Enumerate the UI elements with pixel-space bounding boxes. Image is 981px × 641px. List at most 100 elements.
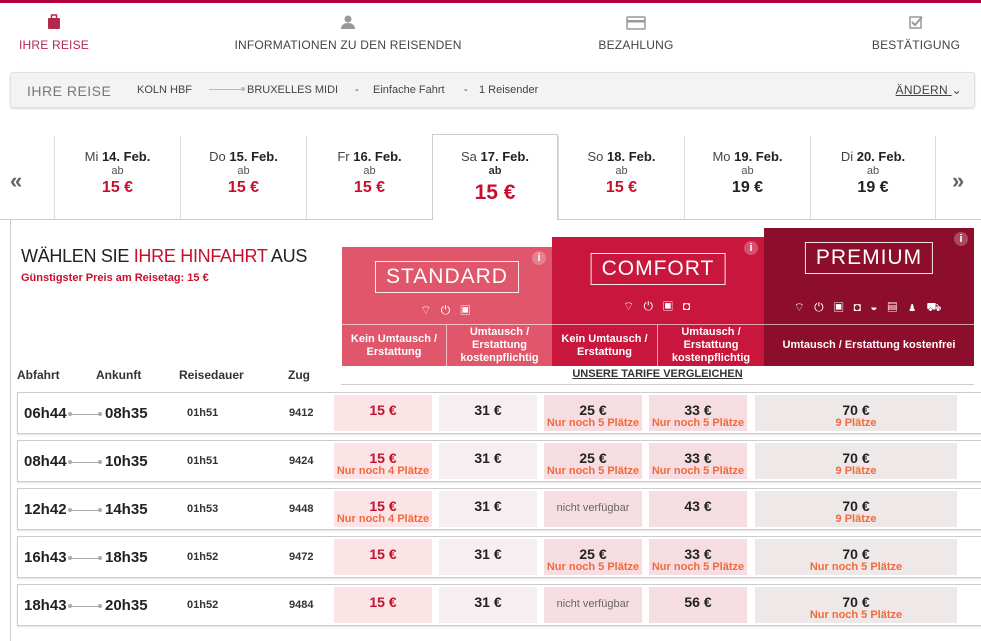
fare-cell-c2[interactable]: 56 € — [649, 587, 747, 623]
day-price: 19 € — [857, 179, 889, 196]
day-tab-selected[interactable]: Sa 17. Feb. ab 15 € — [432, 134, 558, 220]
fare-cell-s1[interactable]: 15 € Nur noch 4 Plätze — [334, 491, 432, 527]
seats-left-note: Nur noch 5 Plätze — [651, 417, 745, 429]
fare-price: 31 € — [474, 450, 502, 466]
fare-price: 25 € — [579, 402, 607, 418]
fare-cell-p[interactable]: 70 €9 Plätze — [755, 395, 957, 431]
fare-cell-s1[interactable]: 15 € — [334, 587, 432, 623]
fare-cell-s1[interactable]: 15 € — [334, 539, 432, 575]
seats-left-note: 9 Plätze — [835, 513, 877, 525]
seats-left-note: Nur noch 5 Plätze — [546, 561, 640, 573]
day-price: 19 € — [731, 179, 764, 196]
fare-name: PREMIUM — [804, 242, 934, 274]
day-date: 14. Feb. — [101, 149, 151, 164]
fare-cell-p[interactable]: 70 € Nur noch 5 Plätze — [755, 587, 957, 623]
fare-cell-c1[interactable]: 25 € Nur noch 5 Plätze — [544, 539, 642, 575]
origin-station: KOLN HBF — [137, 84, 193, 96]
duration: 01h52 — [187, 551, 219, 563]
destination-station: BRUXELLES MIDI — [247, 84, 339, 96]
journey-results: WÄHLEN SIE IHRE HINFAHRT AUS Günstigster… — [10, 220, 981, 641]
journey-row[interactable]: 06h44 08h35 01h51 9412 15 €31 €25 € Nur noch … — [17, 392, 981, 434]
day-tab[interactable]: So 18. Feb. ab 15 € — [558, 136, 684, 219]
day-of-week: Mi — [84, 149, 99, 164]
day-tab[interactable]: Fr 16. Feb. ab 15 € — [306, 136, 432, 219]
fare-price: 70 € — [842, 546, 870, 562]
fare-price: 70 € — [842, 498, 870, 514]
arrival-time: 14h35 — [105, 501, 148, 518]
info-icon[interactable]: i — [954, 232, 968, 246]
fare-cell-c1[interactable]: nicht verfügbar — [544, 491, 642, 527]
fare-price: 31 € — [474, 498, 502, 514]
day-from-label: ab — [237, 165, 250, 177]
fare-cell-c2[interactable]: 33 € Nur noch 5 Plätze — [649, 443, 747, 479]
change-button[interactable]: ÄNDERN ⌄ — [896, 83, 962, 97]
fare-cell-s1[interactable]: 15 € Nur noch 4 Plätze — [334, 443, 432, 479]
day-from-label: ab — [615, 165, 628, 177]
route-line-icon — [68, 412, 102, 416]
departure-time: 06h44 — [24, 405, 67, 422]
fare-cell-c2[interactable]: 43 € — [649, 491, 747, 527]
next-dates-arrow-icon[interactable]: » — [952, 168, 965, 193]
fare-cell-c2[interactable]: 33 € Nur noch 5 Plätze — [649, 539, 747, 575]
fare-comfort-no-refund: Kein Umtausch / Erstattung — [552, 324, 658, 366]
train-number: 9472 — [289, 551, 314, 563]
step-informationen[interactable]: INFORMATIONEN ZU DEN REISENDEN — [232, 14, 464, 52]
journey-row[interactable]: 08h44 10h35 01h51 9424 15 € Nur noch 4 Plätze… — [17, 440, 981, 482]
fare-cell-p[interactable]: 70 € Nur noch 5 Plätze — [755, 539, 957, 575]
journey-row[interactable]: 16h43 18h35 01h52 9472 15 €31 €25 € Nur noch … — [17, 536, 981, 578]
fare-cell-s1[interactable]: 15 € — [334, 395, 432, 431]
fare-cell-s2[interactable]: 31 € — [439, 539, 537, 575]
change-label: ÄNDERN — [895, 83, 948, 97]
page-title: WÄHLEN SIE IHRE HINFAHRT AUS — [21, 246, 308, 266]
route-line-icon — [68, 604, 102, 608]
day-date: 17. Feb. — [480, 149, 529, 164]
seats-left-note: Nur noch 5 Plätze — [546, 465, 640, 477]
fare-cell-c1[interactable]: 25 € Nur noch 5 Plätze — [544, 443, 642, 479]
journey-row[interactable]: 18h43 20h35 01h52 9484 15 € 31 € nicht verfügb… — [17, 584, 981, 626]
amenity-icons: ⌔ ⏻ ▣ ◘ — [622, 299, 694, 313]
fare-price: 25 € — [579, 546, 607, 562]
fare-cell-c1[interactable]: 25 € Nur noch 5 Plätze — [544, 395, 642, 431]
fare-price: 15 € — [369, 594, 397, 610]
summary-title: IHRE REISE — [27, 83, 112, 99]
day-of-week: Do — [209, 149, 226, 164]
fare-cell-p[interactable]: 70 €9 Plätze — [755, 443, 957, 479]
arrival-time: 20h35 — [105, 597, 148, 614]
arrival-time: 08h35 — [105, 405, 148, 422]
compare-fares-link[interactable]: UNSERE TARIFE VERGLEICHEN — [341, 365, 974, 385]
duration: 01h51 — [187, 455, 219, 467]
fare-cell-p[interactable]: 70 €9 Plätze — [755, 491, 957, 527]
fare-cell-c2[interactable]: 33 € Nur noch 5 Plätze — [649, 395, 747, 431]
train-number: 9424 — [289, 455, 314, 467]
fare-price: 70 € — [842, 450, 870, 466]
fare-cell-c1[interactable]: nicht verfügbar — [544, 587, 642, 623]
fare-cell-s2[interactable]: 31 € — [439, 395, 537, 431]
departure-time: 12h42 — [24, 501, 67, 518]
fare-premium-free-refund: Umtausch / Erstattung kostenfrei — [764, 324, 974, 366]
step-bestaetigung[interactable]: BESTÄTIGUNG — [868, 14, 964, 52]
fare-price: 56 € — [684, 594, 712, 610]
fare-cell-s2[interactable]: 31 € — [439, 587, 537, 623]
journey-row[interactable]: 12h42 14h35 01h53 9448 15 € Nur noch 4 Plätze… — [17, 488, 981, 530]
day-tab[interactable]: Mo 19. Feb. ab 19 € — [684, 136, 810, 219]
step-ihre-reise[interactable]: IHRE REISE — [18, 14, 90, 52]
fare-price: 15 € — [369, 498, 397, 514]
step-bezahlung[interactable]: BEZAHLUNG — [594, 14, 678, 52]
day-tab[interactable]: Do 15. Feb. ab 15 € — [180, 136, 306, 219]
info-icon[interactable]: i — [744, 241, 758, 255]
info-icon[interactable]: i — [532, 251, 546, 265]
day-of-week: Mo — [712, 149, 731, 164]
prev-dates-arrow-icon[interactable]: « — [10, 168, 23, 193]
traveller-count: 1 Reisender — [479, 84, 539, 96]
day-tab[interactable]: Di 20. Feb. ab 19 € — [810, 136, 936, 219]
day-price: 15 € — [605, 179, 638, 196]
users-icon — [232, 14, 464, 32]
fare-price: 31 € — [474, 402, 502, 418]
fare-standard-paid-refund: Umtausch / Erstattung kostenpflichtig — [447, 324, 552, 366]
fare-cell-s2[interactable]: 31 € — [439, 491, 537, 527]
day-of-week: Fr — [337, 149, 350, 164]
fare-cell-s2[interactable]: 31 € — [439, 443, 537, 479]
column-header-train: Zug — [288, 368, 310, 382]
day-price: 15 € — [474, 181, 516, 204]
day-tab[interactable]: Mi 14. Feb. ab 15 € — [54, 136, 180, 219]
